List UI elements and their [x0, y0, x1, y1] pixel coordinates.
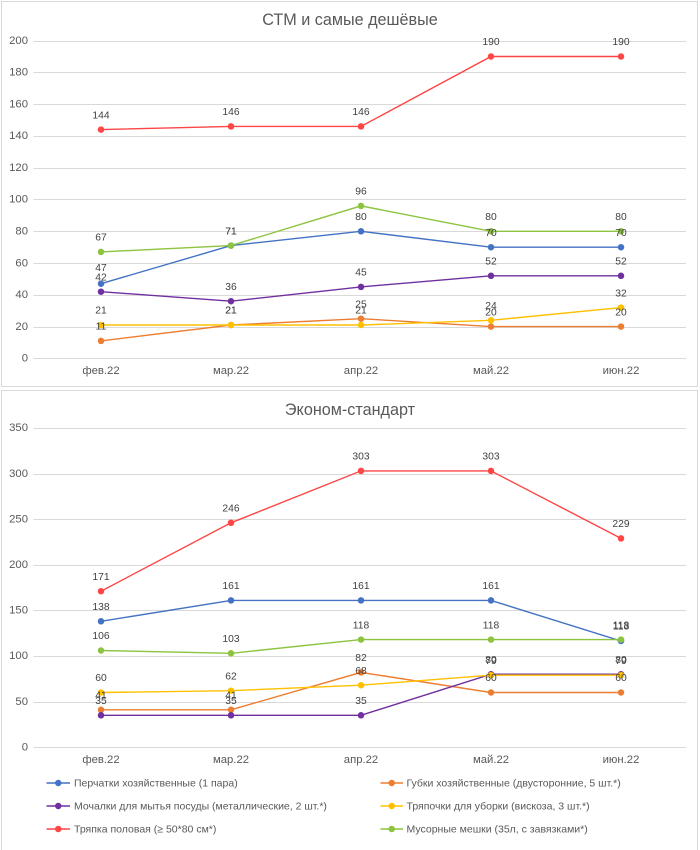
svg-text:200: 200 — [9, 559, 28, 571]
svg-text:303: 303 — [482, 452, 499, 463]
svg-text:80: 80 — [485, 212, 497, 223]
svg-text:190: 190 — [612, 37, 629, 48]
svg-text:11: 11 — [96, 322, 107, 333]
svg-text:СТМ и самые дешёвые: СТМ и самые дешёвые — [262, 11, 438, 29]
svg-text:62: 62 — [225, 671, 237, 682]
svg-text:96: 96 — [355, 187, 367, 198]
svg-text:200: 200 — [9, 35, 28, 47]
svg-text:79: 79 — [615, 656, 627, 667]
svg-text:60: 60 — [485, 673, 497, 684]
svg-text:0: 0 — [22, 353, 28, 365]
svg-text:82: 82 — [355, 653, 367, 664]
svg-text:67: 67 — [95, 233, 107, 244]
svg-text:80: 80 — [615, 655, 627, 666]
svg-text:21: 21 — [95, 306, 107, 317]
svg-text:20: 20 — [15, 321, 28, 333]
svg-text:103: 103 — [222, 634, 239, 645]
svg-text:21: 21 — [225, 306, 237, 317]
svg-text:май.22: май.22 — [473, 754, 509, 766]
svg-text:апр.22: апр.22 — [344, 754, 378, 766]
svg-text:35: 35 — [95, 696, 107, 707]
svg-text:150: 150 — [9, 605, 28, 617]
svg-text:45: 45 — [355, 268, 367, 279]
svg-text:Перчатки хозяйственные (1 пара: Перчатки хозяйственные (1 пара) — [74, 778, 238, 790]
svg-text:303: 303 — [352, 452, 369, 463]
svg-text:апр.22: апр.22 — [344, 365, 378, 377]
svg-text:25: 25 — [355, 299, 367, 310]
svg-text:79: 79 — [485, 656, 497, 667]
svg-text:40: 40 — [15, 289, 28, 301]
svg-text:41: 41 — [95, 691, 107, 702]
svg-text:100: 100 — [9, 650, 28, 662]
svg-text:190: 190 — [482, 37, 499, 48]
svg-text:июн.22: июн.22 — [603, 365, 640, 377]
svg-text:24: 24 — [485, 301, 497, 312]
svg-text:120: 120 — [9, 162, 28, 174]
svg-text:мар.22: мар.22 — [213, 365, 249, 377]
svg-text:229: 229 — [612, 519, 629, 530]
svg-text:47: 47 — [95, 263, 107, 274]
svg-text:80: 80 — [15, 226, 28, 238]
svg-text:80: 80 — [355, 212, 367, 223]
svg-text:118: 118 — [483, 620, 500, 631]
svg-text:70: 70 — [485, 228, 497, 239]
svg-text:161: 161 — [222, 581, 239, 592]
svg-text:68: 68 — [355, 666, 367, 677]
svg-text:июн.22: июн.22 — [603, 754, 640, 766]
svg-text:35: 35 — [225, 696, 237, 707]
svg-text:246: 246 — [222, 504, 239, 515]
svg-text:106: 106 — [92, 631, 109, 642]
svg-text:Мочалки для мытья посуды (мета: Мочалки для мытья посуды (металлические,… — [74, 801, 327, 813]
svg-text:Эконом-стандарт: Эконом-стандарт — [285, 401, 416, 419]
svg-text:60: 60 — [95, 673, 107, 684]
svg-text:Тряпочки для уборки (вискоза,: Тряпочки для уборки (вискоза, 3 шт.*) — [407, 801, 590, 813]
svg-text:0: 0 — [22, 741, 28, 753]
svg-text:52: 52 — [615, 257, 627, 268]
svg-text:80: 80 — [615, 212, 627, 223]
svg-text:171: 171 — [92, 572, 109, 583]
svg-text:май.22: май.22 — [473, 365, 509, 377]
svg-text:118: 118 — [613, 620, 630, 631]
svg-text:160: 160 — [9, 98, 28, 110]
svg-text:161: 161 — [482, 581, 499, 592]
svg-text:100: 100 — [9, 194, 28, 206]
svg-text:138: 138 — [92, 602, 109, 613]
svg-text:140: 140 — [9, 130, 28, 142]
svg-text:250: 250 — [9, 513, 28, 525]
svg-text:60: 60 — [615, 673, 627, 684]
svg-text:фев.22: фев.22 — [82, 365, 119, 377]
svg-text:Мусорные мешки (35л, с завязка: Мусорные мешки (35л, с завязками*) — [407, 824, 588, 836]
svg-text:Тряпка половая (≥ 50*80 см*): Тряпка половая (≥ 50*80 см*) — [74, 824, 216, 836]
svg-text:50: 50 — [15, 696, 28, 708]
svg-text:300: 300 — [9, 468, 28, 480]
svg-text:42: 42 — [95, 272, 107, 283]
svg-text:70: 70 — [615, 228, 627, 239]
svg-text:35: 35 — [355, 696, 367, 707]
svg-text:144: 144 — [92, 110, 109, 121]
svg-text:36: 36 — [225, 282, 237, 293]
svg-text:20: 20 — [485, 307, 497, 318]
svg-text:52: 52 — [485, 257, 497, 268]
svg-text:350: 350 — [9, 422, 28, 434]
svg-text:180: 180 — [9, 67, 28, 79]
svg-text:146: 146 — [352, 107, 369, 118]
svg-text:41: 41 — [225, 691, 237, 702]
svg-text:118: 118 — [353, 620, 370, 631]
svg-text:146: 146 — [222, 107, 239, 118]
svg-text:мар.22: мар.22 — [213, 754, 249, 766]
svg-text:фев.22: фев.22 — [82, 754, 119, 766]
svg-text:21: 21 — [355, 306, 367, 317]
svg-text:21: 21 — [225, 306, 237, 317]
svg-text:Губки хозяйственные (двусторон: Губки хозяйственные (двусторонние, 5 шт.… — [407, 778, 621, 790]
svg-text:32: 32 — [615, 288, 627, 299]
svg-text:161: 161 — [352, 581, 369, 592]
svg-text:80: 80 — [485, 655, 497, 666]
svg-text:60: 60 — [15, 257, 28, 269]
svg-text:71: 71 — [225, 226, 237, 237]
svg-text:113: 113 — [613, 621, 630, 632]
svg-text:71: 71 — [225, 226, 237, 237]
svg-text:20: 20 — [615, 307, 627, 318]
